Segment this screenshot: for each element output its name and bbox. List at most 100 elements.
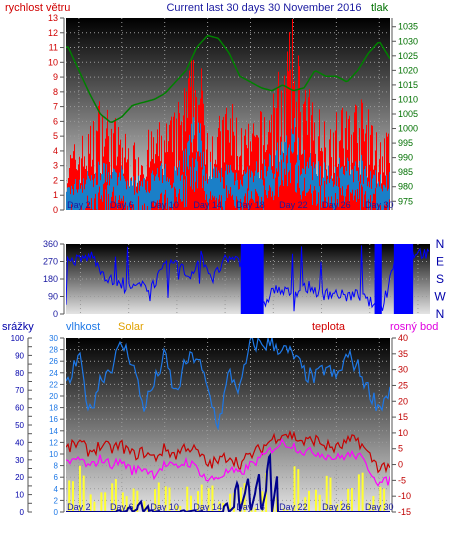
pressure-tick-label: 1000	[398, 124, 418, 134]
temp-tick-label: 40	[398, 333, 408, 343]
day-tick-label: Day 22	[279, 200, 308, 210]
pressure-tick-label: 1010	[398, 94, 418, 104]
legend-temperature: teplota	[312, 321, 346, 333]
rain-line	[66, 452, 390, 512]
pressure-tick-label: 1025	[398, 51, 418, 61]
day-tick-label: Day 10	[150, 502, 179, 512]
rain-tick-label: 30	[15, 456, 24, 465]
pressure-tick-label: 1005	[398, 109, 418, 119]
humidity-tick-label: 20	[49, 392, 58, 401]
rain-tick-label: 20	[15, 473, 24, 482]
day-tick-label: Day 2	[67, 200, 91, 210]
compass-letter: W	[434, 290, 446, 304]
compass-letter: N	[436, 237, 445, 251]
wind-tick-label: 0	[53, 205, 58, 215]
day-tick-label: Day 18	[236, 200, 265, 210]
legend-dewpoint: rosný bod	[390, 321, 438, 333]
legend-solar: Solar	[118, 321, 144, 333]
pressure-tick-label: 975	[398, 196, 413, 206]
humidity-day-axis: Day 2 Day 6 Day 10 Day 14 Day 18 Day 22 Day 26…	[67, 502, 393, 512]
rain-axis: 0 10 20 30 40 50 60 70 80 90 100	[11, 334, 32, 517]
pressure-tick-label: 1020	[398, 65, 418, 75]
pressure-tick-label: 995	[398, 138, 413, 148]
legend-rain: srážky	[2, 321, 34, 333]
temp-tick-label: -15	[398, 507, 411, 517]
pressure-tick-label: 1035	[398, 22, 418, 32]
humidity-tick-label: 24	[49, 369, 58, 378]
humidity-tick-label: 4	[54, 485, 59, 494]
temp-tick-label: 25	[398, 380, 408, 390]
legend-humidity: vlhkost	[66, 321, 100, 333]
humidity-series	[66, 338, 390, 512]
rain-tick-label: 90	[15, 351, 24, 360]
wind-tick-label: 1	[53, 190, 58, 200]
day-tick-label: Day 14	[193, 502, 222, 512]
pressure-tick-label: 980	[398, 182, 413, 192]
temp-tick-label: 5	[398, 444, 403, 454]
wind-tick-label: 9	[53, 72, 58, 82]
direction-block	[374, 244, 382, 314]
rain-tick-label: 100	[11, 334, 25, 343]
humidity-tick-label: 10	[49, 450, 58, 459]
direction-tick-label: 0	[53, 309, 58, 319]
humidity-tick-label: 0	[54, 508, 59, 517]
wind-series	[66, 18, 390, 210]
temp-tick-label: -5	[398, 475, 406, 485]
direction-tick-label: 360	[43, 239, 58, 249]
wind-tick-label: 8	[53, 87, 58, 97]
humidity-tick-label: 30	[49, 334, 58, 343]
humidity-tick-label: 16	[49, 415, 58, 424]
temp-tick-label: 20	[398, 396, 408, 406]
day-tick-label: Day 26	[322, 502, 351, 512]
day-tick-label: Day 6	[110, 502, 134, 512]
compass-letter: N	[436, 307, 445, 321]
temp-tick-label: 30	[398, 365, 408, 375]
pressure-tick-label: 1030	[398, 36, 418, 46]
wind-tick-label: 2	[53, 175, 58, 185]
pressure-line	[66, 34, 390, 123]
day-tick-label: Day 14	[193, 200, 222, 210]
temp-tick-label: 15	[398, 412, 408, 422]
rain-tick-label: 50	[15, 421, 24, 430]
rain-tick-label: 10	[15, 491, 24, 500]
wind-tick-label: 5	[53, 131, 58, 141]
direction-tick-label: 270	[43, 257, 58, 267]
compass-letter: S	[436, 272, 444, 286]
humidity-tick-label: 2	[54, 496, 59, 505]
direction-block	[393, 244, 414, 314]
wind-tick-label: 4	[53, 146, 58, 156]
temp-tick-label: 10	[398, 428, 408, 438]
pressure-tick-label: 1015	[398, 80, 418, 90]
wind-day-axis: Day 2 Day 6 Day 10 Day 14 Day 18 Day 22 Day 26…	[67, 200, 393, 210]
temp-tick-label: 0	[398, 460, 403, 470]
direction-block	[240, 244, 264, 314]
day-tick-label: Day 22	[279, 502, 308, 512]
pressure-tick-label: 990	[398, 153, 413, 163]
direction-tick-label: 90	[48, 292, 58, 302]
temperature-axis: -15 -10 -5 0 5 10 15 20 25 30 35 40	[391, 333, 411, 517]
rain-tick-label: 70	[15, 386, 24, 395]
rain-tick-label: 80	[15, 369, 24, 378]
wind-tick-label: 6	[53, 116, 58, 126]
rain-tick-label: 40	[15, 438, 24, 447]
humidity-tick-label: 28	[49, 346, 58, 355]
pressure-label: tlak	[371, 2, 389, 14]
day-tick-label: Day 30	[365, 502, 394, 512]
humidity-tick-label: 22	[49, 380, 58, 389]
humidity-tick-label: 14	[49, 427, 58, 436]
humidity-tick-label: 8	[54, 462, 59, 471]
day-tick-label: Day 30	[365, 200, 394, 210]
rain-tick-label: 60	[15, 404, 24, 413]
humidity-tick-label: 18	[49, 404, 58, 413]
day-tick-label: Day 10	[150, 200, 179, 210]
wind-tick-label: 13	[48, 13, 58, 23]
humidity-tick-label: 26	[49, 357, 58, 366]
day-tick-label: Day 26	[322, 200, 351, 210]
